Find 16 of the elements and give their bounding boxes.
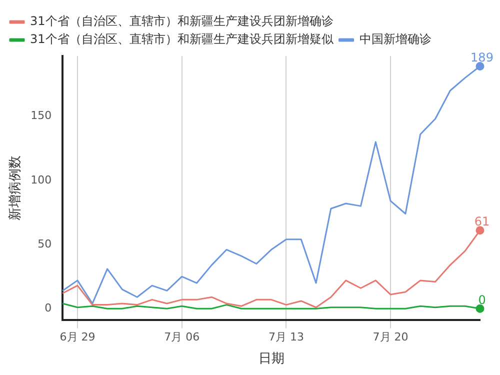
data-label: 0	[478, 292, 486, 307]
legend-label: 31个省（自治区、直辖市）和新疆生产建设兵团新增确诊	[30, 14, 334, 28]
y-tick-label: 0	[44, 302, 52, 315]
legend-label: 中国新增确诊	[359, 32, 432, 46]
legend-label: 31个省（自治区、直辖市）和新疆生产建设兵团新增疑似	[30, 32, 334, 46]
x-tick-label: 6月 29	[60, 330, 96, 344]
x-tick-label: 7月 13	[268, 330, 304, 344]
y-tick-label: 150	[30, 109, 52, 122]
y-tick-label: 100	[30, 173, 52, 186]
x-tick-label: 7月 06	[164, 330, 200, 344]
y-tick-label: 50	[38, 237, 52, 250]
data-label: 189	[470, 50, 494, 64]
data-label: 61	[474, 214, 490, 229]
y-axis-title: 新增病例数	[8, 156, 24, 221]
x-tick-label: 7月 20	[372, 330, 408, 344]
x-axis-title: 日期	[258, 352, 284, 367]
